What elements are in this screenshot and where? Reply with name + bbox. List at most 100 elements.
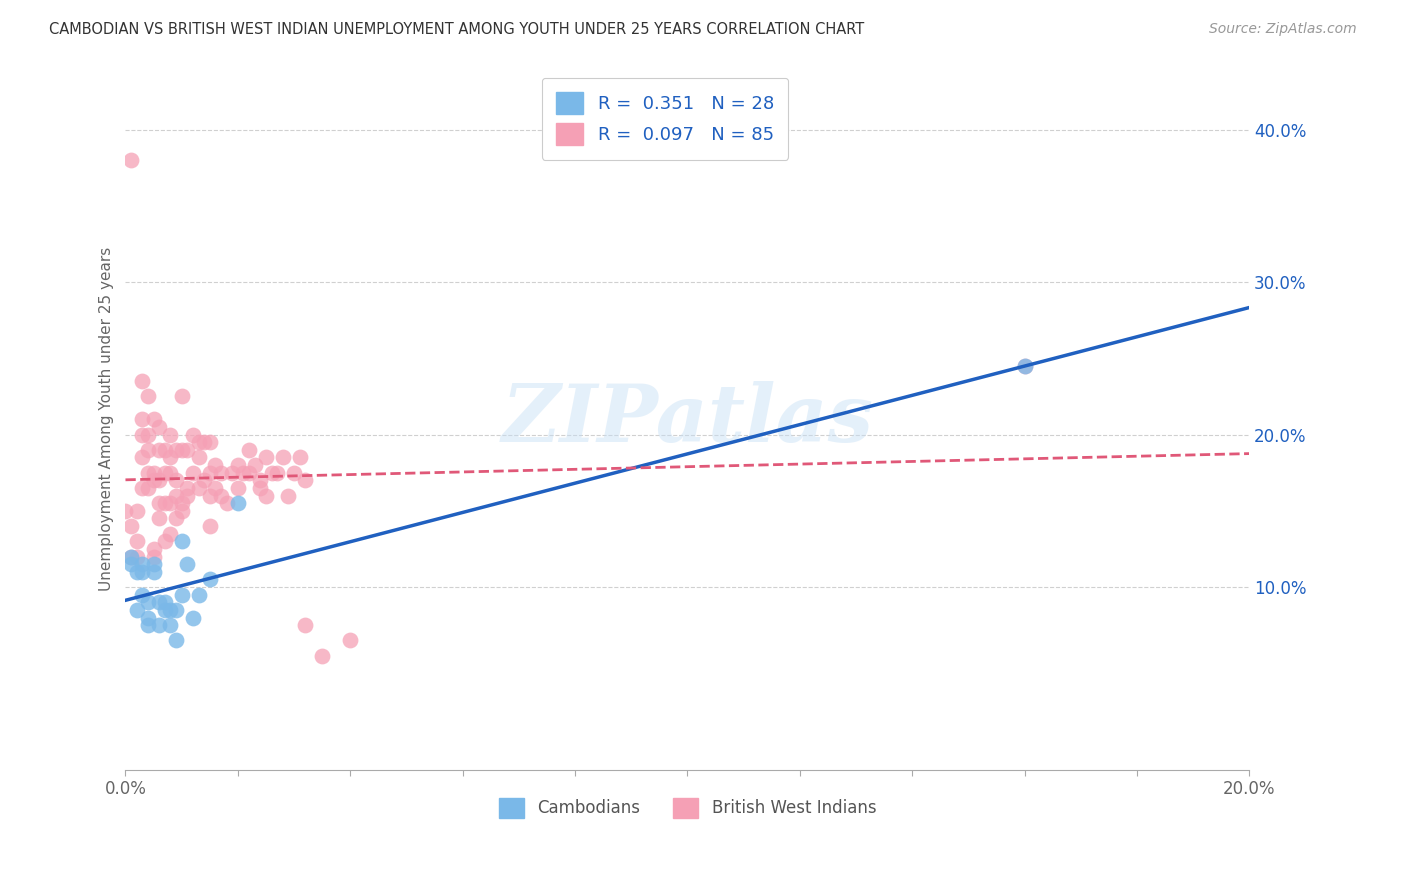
- Point: [181, 610, 204, 624]
- Point: [153, 442, 176, 457]
- Point: [198, 466, 221, 480]
- Point: [165, 603, 187, 617]
- Point: [254, 489, 277, 503]
- Point: [238, 466, 260, 480]
- Point: [271, 450, 294, 465]
- Point: [170, 389, 193, 403]
- Point: [125, 603, 148, 617]
- Point: [165, 489, 187, 503]
- Point: [187, 481, 209, 495]
- Point: [148, 442, 170, 457]
- Point: [120, 549, 142, 564]
- Point: [131, 374, 153, 388]
- Point: [187, 588, 209, 602]
- Point: [142, 412, 165, 426]
- Point: [142, 541, 165, 556]
- Point: [193, 473, 215, 487]
- Point: [339, 633, 361, 648]
- Point: [131, 588, 153, 602]
- Point: [204, 458, 226, 472]
- Point: [226, 458, 249, 472]
- Point: [136, 481, 159, 495]
- Point: [159, 450, 181, 465]
- Point: [142, 473, 165, 487]
- Point: [131, 412, 153, 426]
- Point: [131, 450, 153, 465]
- Point: [254, 450, 277, 465]
- Point: [243, 458, 266, 472]
- Point: [181, 466, 204, 480]
- Point: [153, 595, 176, 609]
- Point: [148, 511, 170, 525]
- Point: [232, 466, 254, 480]
- Legend: Cambodians, British West Indians: Cambodians, British West Indians: [492, 791, 883, 825]
- Point: [159, 466, 181, 480]
- Point: [136, 610, 159, 624]
- Point: [198, 435, 221, 450]
- Text: CAMBODIAN VS BRITISH WEST INDIAN UNEMPLOYMENT AMONG YOUTH UNDER 25 YEARS CORRELA: CAMBODIAN VS BRITISH WEST INDIAN UNEMPLO…: [49, 22, 865, 37]
- Point: [288, 450, 311, 465]
- Point: [148, 473, 170, 487]
- Point: [120, 153, 142, 167]
- Point: [153, 603, 176, 617]
- Point: [114, 504, 136, 518]
- Point: [148, 595, 170, 609]
- Point: [198, 573, 221, 587]
- Point: [125, 565, 148, 579]
- Point: [131, 565, 153, 579]
- Point: [294, 618, 316, 632]
- Point: [159, 603, 181, 617]
- Point: [1014, 359, 1036, 373]
- Text: Source: ZipAtlas.com: Source: ZipAtlas.com: [1209, 22, 1357, 37]
- Point: [165, 473, 187, 487]
- Point: [131, 481, 153, 495]
- Point: [176, 489, 198, 503]
- Point: [277, 489, 299, 503]
- Point: [176, 557, 198, 571]
- Point: [125, 504, 148, 518]
- Point: [176, 481, 198, 495]
- Point: [142, 466, 165, 480]
- Point: [120, 519, 142, 533]
- Point: [148, 420, 170, 434]
- Point: [204, 481, 226, 495]
- Point: [136, 442, 159, 457]
- Point: [136, 466, 159, 480]
- Point: [249, 481, 271, 495]
- Point: [165, 442, 187, 457]
- Point: [249, 473, 271, 487]
- Point: [198, 519, 221, 533]
- Point: [311, 648, 333, 663]
- Point: [120, 557, 142, 571]
- Point: [131, 427, 153, 442]
- Point: [170, 442, 193, 457]
- Point: [131, 557, 153, 571]
- Point: [170, 534, 193, 549]
- Point: [221, 466, 243, 480]
- Point: [283, 466, 305, 480]
- Point: [187, 435, 209, 450]
- Point: [142, 549, 165, 564]
- Point: [198, 489, 221, 503]
- Y-axis label: Unemployment Among Youth under 25 years: Unemployment Among Youth under 25 years: [100, 247, 114, 591]
- Point: [165, 511, 187, 525]
- Point: [215, 496, 238, 510]
- Point: [209, 489, 232, 503]
- Point: [153, 534, 176, 549]
- Point: [159, 526, 181, 541]
- Point: [187, 450, 209, 465]
- Point: [238, 442, 260, 457]
- Point: [136, 618, 159, 632]
- Point: [170, 496, 193, 510]
- Point: [159, 496, 181, 510]
- Point: [159, 618, 181, 632]
- Point: [260, 466, 283, 480]
- Point: [226, 481, 249, 495]
- Point: [226, 496, 249, 510]
- Point: [170, 588, 193, 602]
- Point: [120, 549, 142, 564]
- Text: ZIPatlas: ZIPatlas: [502, 381, 873, 458]
- Point: [125, 534, 148, 549]
- Point: [125, 549, 148, 564]
- Point: [165, 633, 187, 648]
